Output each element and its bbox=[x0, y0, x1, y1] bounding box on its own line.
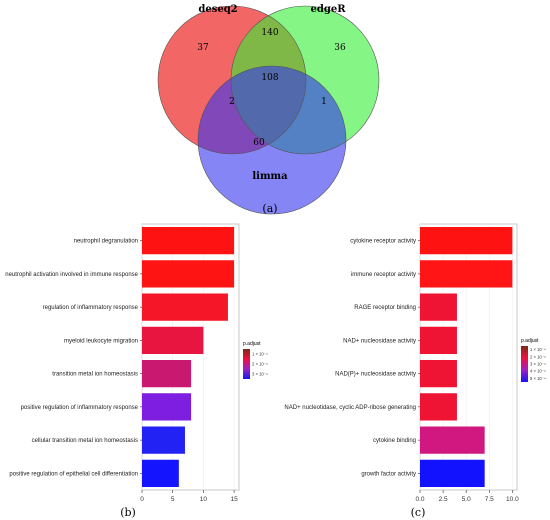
legend-c-label: 3 × 10⁻⁴ bbox=[530, 362, 546, 367]
category-label-c: RAGE receptor binding bbox=[354, 305, 416, 311]
venn-set-label-edgeR: edgeR bbox=[310, 4, 346, 15]
venn-diagram: deseq2 edgeR limma 37 36 140 108 2 1 60 … bbox=[157, 4, 380, 215]
category-label-b: transition metal ion homeostasis bbox=[52, 372, 138, 378]
legend-b-label: 2 × 10⁻⁴ bbox=[252, 362, 268, 367]
legend-c-label: 4 × 10⁻⁴ bbox=[530, 369, 546, 374]
venn-circle-limma bbox=[198, 66, 346, 214]
venn-count-deseq2-edgeR: 140 bbox=[261, 28, 278, 38]
category-label-c: cytokine binding bbox=[373, 438, 416, 444]
bar-c bbox=[420, 426, 485, 454]
bar-c bbox=[420, 226, 513, 255]
legend-b-label: 1 × 10⁻⁴ bbox=[252, 352, 268, 357]
x-tick-label-b: 5 bbox=[171, 496, 175, 503]
venn-count-limma-only: 60 bbox=[253, 138, 265, 148]
legend-c-colorbar bbox=[521, 346, 528, 382]
x-tick-label-c: 2.5 bbox=[439, 496, 448, 503]
x-tick-label-b: 0 bbox=[140, 496, 144, 503]
legend-b: p.adjust 1 × 10⁻⁴ 2 × 10⁻⁴ 3 × 10⁻⁴ bbox=[243, 341, 268, 379]
venn-count-all: 108 bbox=[261, 73, 278, 83]
category-label-c: growth factor activity bbox=[361, 471, 416, 477]
x-tick-label-c: 5.0 bbox=[462, 496, 471, 503]
x-tick-label-c: 10.0 bbox=[506, 496, 519, 503]
category-label-b: positive regulation of inflammatory resp… bbox=[21, 405, 139, 411]
x-tick-label-c: 7.5 bbox=[485, 496, 494, 503]
bar-c bbox=[420, 359, 457, 388]
x-tick-label-b: 15 bbox=[230, 496, 238, 503]
category-label-b: positive regulation of epithelial cell d… bbox=[9, 471, 138, 477]
bar-b bbox=[142, 459, 179, 488]
legend-b-label: 3 × 10⁻⁴ bbox=[252, 372, 268, 377]
panel-label-b: (b) bbox=[120, 506, 136, 519]
category-label-c: cytokine receptor activity bbox=[350, 239, 416, 245]
bar-b bbox=[142, 293, 228, 321]
venn-count-deseq2-limma: 2 bbox=[229, 97, 235, 107]
category-label-c: NAD+ nucleosidase activity bbox=[343, 338, 416, 344]
category-label-b: cellular transition metal ion homeostasi… bbox=[32, 438, 138, 444]
bar-c bbox=[420, 393, 457, 421]
legend-c-label: 2 × 10⁻⁴ bbox=[530, 354, 546, 359]
bar-b bbox=[142, 426, 185, 454]
legend-b-colorbar bbox=[243, 349, 250, 379]
category-label-c: NAD(P)+ nucleosidase activity bbox=[335, 372, 416, 378]
x-tick-label-c: 0.0 bbox=[415, 496, 424, 503]
panel-label-a: (a) bbox=[262, 202, 277, 215]
venn-count-edgeR-only: 36 bbox=[334, 43, 346, 53]
bar-c bbox=[420, 459, 485, 488]
bar-b bbox=[142, 226, 235, 255]
category-label-c: NAD+ nucleotidase, cyclic ADP-ribose gen… bbox=[284, 405, 416, 411]
venn-count-edgeR-limma: 1 bbox=[321, 97, 327, 107]
legend-c-label: 1 × 10⁻⁴ bbox=[530, 347, 546, 352]
category-label-b: neutrophil activation involved in immune… bbox=[5, 272, 138, 278]
bar-chart-c: cytokine receptor activity immune recepto… bbox=[284, 223, 519, 519]
bar-b bbox=[142, 393, 192, 421]
bar-b bbox=[142, 359, 192, 388]
category-label-b: neutrophil degranulation bbox=[74, 239, 138, 245]
x-tick-label-b: 10 bbox=[200, 496, 208, 503]
legend-c-label: 5 × 10⁻⁴ bbox=[530, 376, 546, 381]
bar-b bbox=[142, 260, 235, 288]
bar-b bbox=[142, 326, 204, 355]
category-label-b: regulation of inflammatory response bbox=[43, 305, 139, 311]
bar-c bbox=[420, 326, 457, 355]
venn-set-label-deseq2: deseq2 bbox=[198, 4, 237, 15]
bar-c bbox=[420, 260, 513, 288]
legend-c: p.adjust 1 × 10⁻⁴ 2 × 10⁻⁴ 3 × 10⁻⁴ 4 × 10⁻… bbox=[521, 338, 546, 382]
venn-count-deseq2-only: 37 bbox=[197, 43, 209, 53]
category-label-b: myeloid leukocyte migration bbox=[64, 338, 138, 344]
legend-c-title: p.adjust bbox=[521, 338, 539, 344]
panel-label-c: (c) bbox=[411, 506, 426, 519]
legend-b-title: p.adjust bbox=[243, 341, 261, 347]
bar-c bbox=[420, 293, 457, 321]
category-label-c: immune receptor activity bbox=[351, 272, 416, 278]
bar-chart-b: neutrophil degranulation neutrophil activ… bbox=[5, 223, 240, 519]
venn-set-label-limma: limma bbox=[252, 171, 288, 182]
